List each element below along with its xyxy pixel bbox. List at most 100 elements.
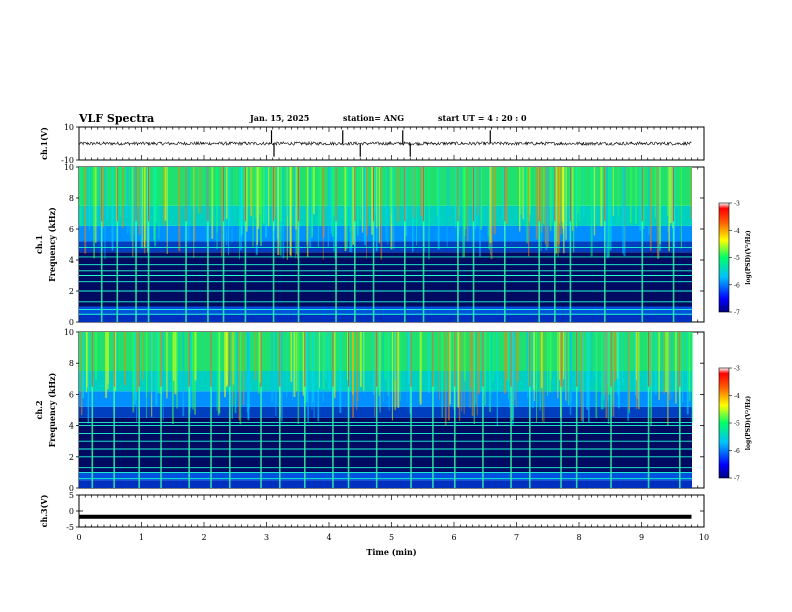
sferic-line [138, 332, 140, 488]
spectro-texture [562, 167, 564, 234]
spectro-texture [690, 167, 692, 219]
spectro-texture [275, 332, 277, 416]
spectro-texture [155, 167, 158, 222]
spectro-texture [291, 332, 293, 400]
spectro-texture [458, 332, 461, 422]
spectro-texture [444, 332, 447, 425]
spectro-texture [295, 167, 297, 230]
spectro-texture [527, 332, 529, 398]
spectro-texture [280, 167, 282, 222]
sferic-core [188, 332, 190, 387]
spectro-texture [312, 332, 314, 403]
spectro-texture [382, 332, 384, 402]
spectro-texture [649, 167, 652, 251]
spectro-texture [237, 332, 239, 384]
spectro-texture [622, 167, 624, 254]
spectro-texture [611, 332, 613, 416]
spectro-texture [387, 332, 389, 397]
spectro-texture [476, 332, 478, 416]
sferic-line [672, 167, 675, 322]
spectro-texture [121, 167, 124, 229]
spectro-texture [153, 167, 155, 226]
spectro-texture [133, 332, 135, 396]
spectro-texture [635, 167, 637, 224]
spectro-band [79, 241, 692, 253]
sferic-line [335, 167, 337, 322]
spectro-texture [155, 332, 158, 406]
spectro-texture [328, 332, 330, 391]
spectro-texture [549, 332, 551, 393]
spectro-texture [565, 332, 567, 402]
spectro-texture [347, 332, 348, 381]
spectro-texture [671, 167, 673, 226]
sferic-line [422, 167, 425, 322]
sferic-core [473, 167, 475, 222]
spectro-texture [226, 332, 228, 386]
spectro-texture [106, 167, 108, 220]
x-axis-label: Time (min) [366, 547, 416, 557]
spectro-band [79, 406, 692, 418]
spectro-texture [638, 332, 640, 410]
sferic-line [529, 332, 531, 488]
ch1-spectrogram-colorbar [718, 202, 730, 313]
sferic-core [279, 332, 281, 387]
spectro-texture [142, 332, 144, 381]
spectro-texture [379, 332, 381, 413]
spectro-texture [364, 167, 367, 246]
spectro-texture [406, 332, 408, 404]
spectro-texture [199, 167, 201, 214]
spectro-texture [532, 332, 534, 409]
y-tick-label: 0 [69, 318, 74, 327]
spectro-texture [593, 167, 596, 236]
spectro-texture [306, 167, 309, 257]
sferic-core [298, 167, 300, 222]
spectro-texture [658, 167, 660, 259]
sferic-line [538, 167, 540, 322]
sferic-core [223, 167, 225, 222]
spectro-texture [577, 167, 580, 215]
spectro-texture [475, 332, 477, 405]
sferic-line [604, 167, 606, 322]
y-tick-label: 4 [69, 422, 74, 431]
spectro-texture [243, 332, 245, 406]
spectro-texture [376, 167, 378, 228]
x-tick-label: 1 [139, 533, 144, 542]
spectro-texture [239, 332, 242, 425]
ch2-spectrogram-colorbar [718, 367, 730, 479]
sferic-line [207, 167, 209, 322]
spectro-texture [568, 332, 570, 406]
sferic-line [297, 167, 300, 322]
spectro-texture [565, 167, 567, 240]
spectro-texture [480, 167, 483, 230]
y-tick-label: 6 [69, 390, 74, 399]
spectro-texture [95, 332, 97, 380]
spectro-texture [617, 167, 619, 217]
spectro-texture [473, 332, 475, 425]
spectro-texture [428, 167, 430, 260]
spectro-texture [95, 167, 97, 243]
spectro-texture [504, 332, 507, 394]
spectro-texture [513, 332, 516, 400]
spectro-texture [111, 167, 114, 251]
spectro-texture [462, 167, 464, 258]
spectro-texture [488, 167, 490, 250]
spectro-texture [439, 332, 440, 400]
x-tick-label: 0 [76, 533, 81, 542]
spectro-texture [609, 167, 612, 251]
spectro-texture [515, 332, 517, 408]
spectro-band [79, 167, 692, 206]
spectro-texture [154, 167, 156, 247]
sferic-line [510, 332, 512, 488]
y-tick-label: 8 [69, 194, 74, 203]
spectro-texture [310, 167, 313, 239]
spectro-texture [265, 167, 268, 238]
sferic-line [100, 167, 103, 322]
spectro-texture [654, 332, 657, 395]
sferic-core [554, 167, 556, 222]
spectro-texture [559, 332, 561, 380]
y-tick-label: 2 [69, 287, 74, 296]
sferic-core [376, 332, 378, 387]
spectro-texture [461, 332, 463, 412]
spectro-band [79, 480, 692, 488]
spectro-texture [627, 332, 630, 421]
